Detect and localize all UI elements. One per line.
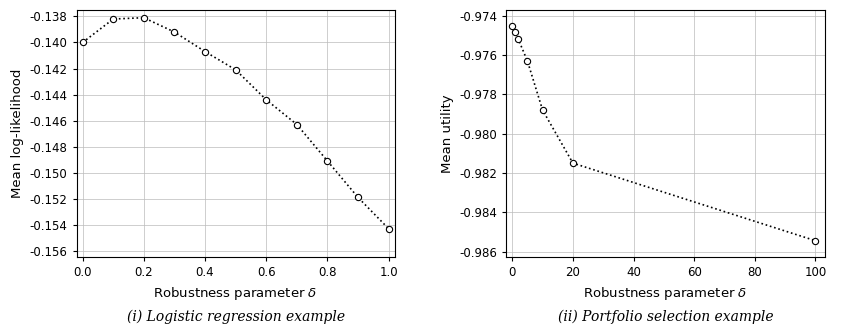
X-axis label: Robustness parameter $\delta$: Robustness parameter $\delta$ <box>154 285 318 302</box>
Y-axis label: Mean log-likelihood: Mean log-likelihood <box>11 69 24 198</box>
X-axis label: Robustness parameter $\delta$: Robustness parameter $\delta$ <box>583 285 747 302</box>
Text: (ii) Portfolio selection example: (ii) Portfolio selection example <box>558 310 774 324</box>
Text: (i) Logistic regression example: (i) Logistic regression example <box>127 310 345 324</box>
Y-axis label: Mean utility: Mean utility <box>440 94 454 173</box>
